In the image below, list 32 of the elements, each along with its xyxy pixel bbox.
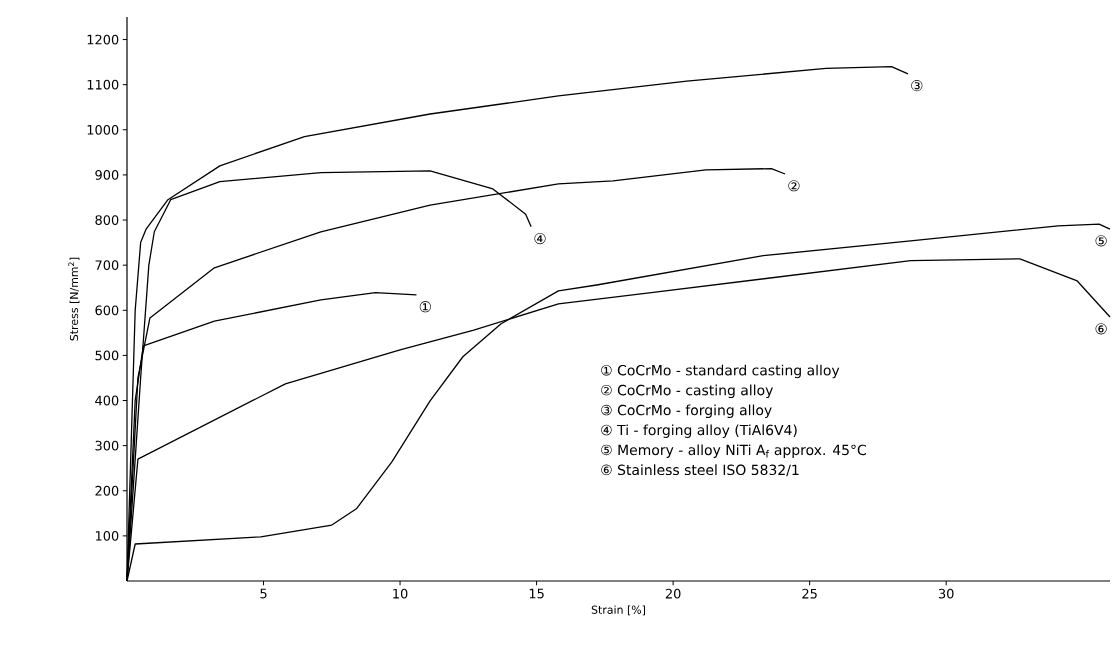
series-label: ③ bbox=[911, 80, 923, 92]
y-tick-label: 600 bbox=[95, 305, 119, 316]
x-tick-label: 25 bbox=[802, 588, 817, 599]
annotation: ⑥ Stainless steel ISO 5832/1 bbox=[601, 464, 799, 477]
series-label: ① bbox=[419, 301, 431, 313]
annotation: ⑤ Memory - alloy NiTi A$_{f}$ approx. 45°C bbox=[601, 444, 866, 458]
y-tick-label: 700 bbox=[95, 260, 119, 271]
y-tick-label: 400 bbox=[95, 395, 119, 406]
annotation: ④ Ti - forging alloy (TiAl6V4) bbox=[601, 424, 797, 438]
y-tick-label: 1100 bbox=[87, 79, 119, 90]
series-label: ⑥ bbox=[1095, 323, 1107, 335]
x-tick-label: 15 bbox=[529, 588, 544, 599]
y-tick-label: 800 bbox=[95, 215, 119, 225]
y-tick-label: 1000 bbox=[87, 124, 119, 135]
x-axis-title: Strain [%] bbox=[591, 605, 646, 616]
x-tick-label: 10 bbox=[393, 588, 408, 599]
x-tick-label: 20 bbox=[665, 588, 681, 599]
y-tick-label: 100 bbox=[95, 530, 119, 541]
annotation: ③ CoCrMo - forging alloy bbox=[601, 404, 772, 419]
y-axis-title: Stress [N/mm$^{2}$] bbox=[68, 257, 80, 341]
y-tick-label: 900 bbox=[95, 170, 119, 180]
y-tick-label: 1200 bbox=[87, 34, 119, 45]
annotation: ② CoCrMo - casting alloy bbox=[601, 384, 773, 399]
y-tick-label: 500 bbox=[95, 350, 119, 361]
annotation: ① CoCrMo - standard casting alloy bbox=[601, 364, 840, 379]
x-tick-label: 5 bbox=[260, 588, 267, 599]
series-label: ⑤ bbox=[1095, 235, 1107, 247]
y-tick-label: 200 bbox=[95, 485, 119, 496]
series-label: ④ bbox=[534, 232, 546, 245]
series-label: ② bbox=[788, 180, 800, 192]
x-tick-label: 30 bbox=[938, 588, 954, 599]
y-tick-label: 300 bbox=[95, 440, 119, 451]
